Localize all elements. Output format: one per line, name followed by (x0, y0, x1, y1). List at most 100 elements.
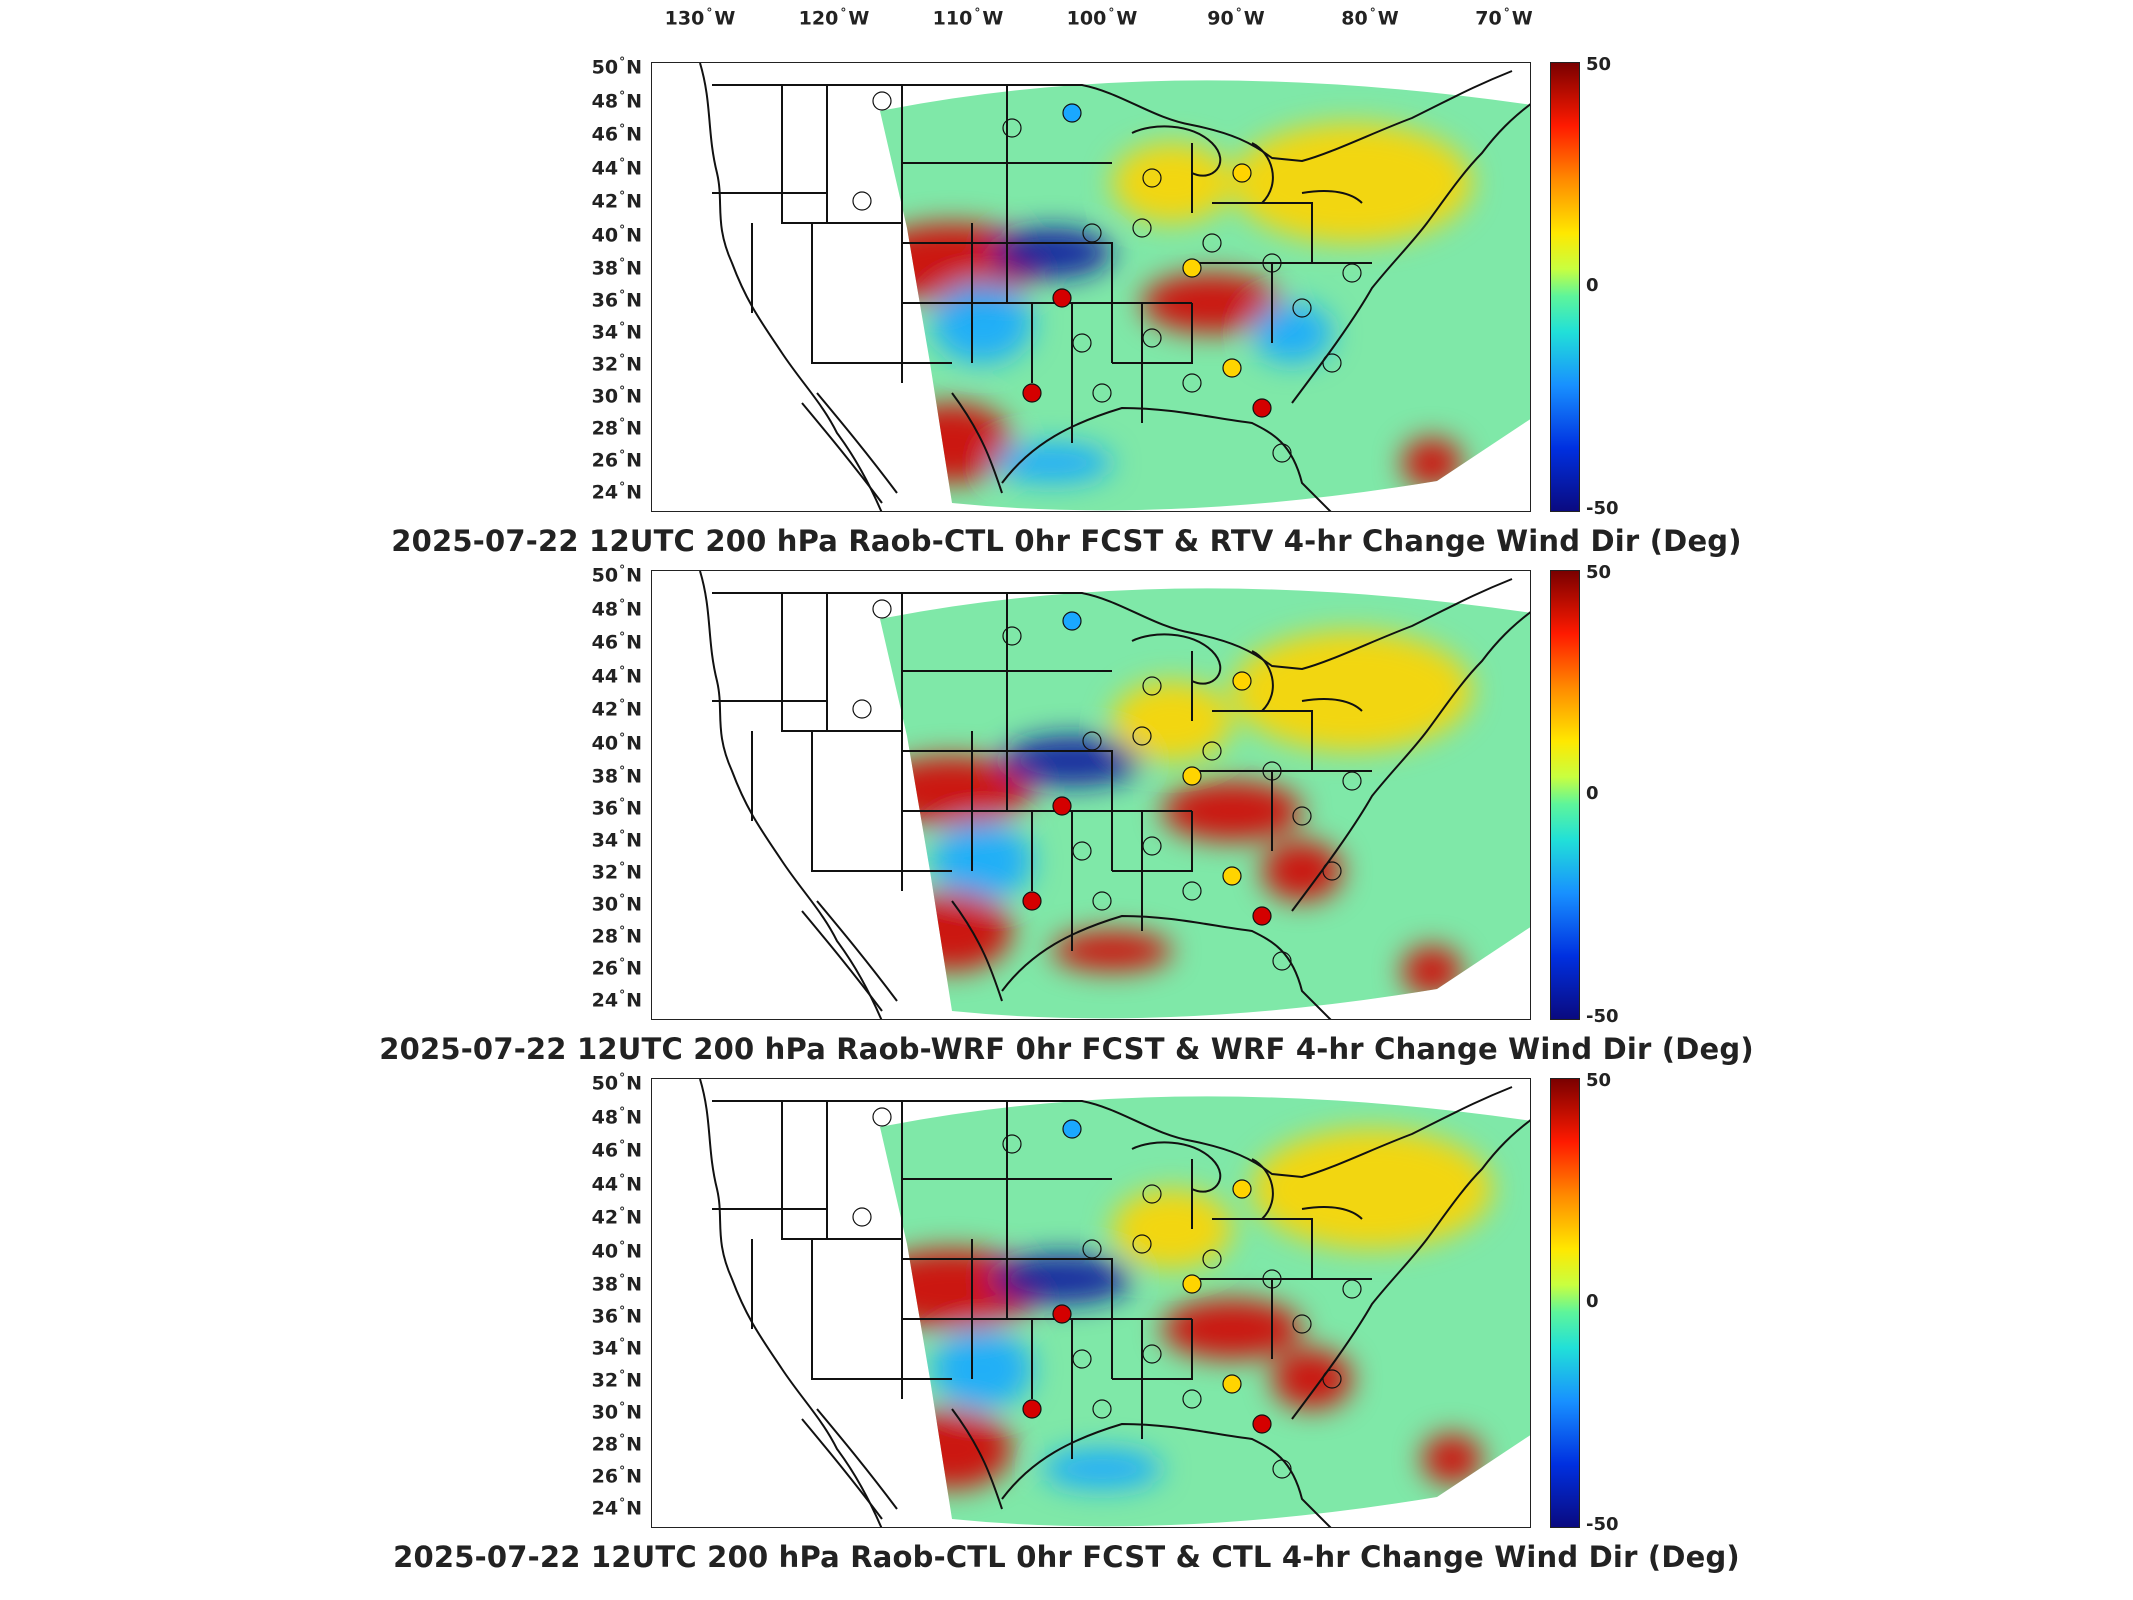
raob-station-marker (1052, 1304, 1072, 1324)
colorbar-zero-label: 0 (1586, 1291, 1599, 1312)
forecast-field (880, 1096, 1530, 1527)
colorbar-zero-label: 0 (1586, 275, 1599, 296)
raob-station-marker (1082, 731, 1102, 751)
longitude-label: 120 ° W (798, 6, 870, 30)
gulf-coast (951, 392, 1332, 511)
latitude-label: 32°N (591, 1368, 642, 1392)
field-anomaly (992, 228, 1112, 278)
raob-station-marker (1182, 1389, 1202, 1409)
field-anomaly (932, 821, 1032, 901)
colorbar-min-label: -50 (1586, 498, 1619, 519)
raob-station-marker (1202, 741, 1222, 761)
colorbar-max-label: 50 (1586, 562, 1612, 583)
raob-station-marker (1092, 1399, 1112, 1419)
latitude-label: 36°N (591, 288, 642, 312)
state-borders (699, 1079, 1530, 1527)
raob-station-marker (1262, 761, 1282, 781)
baja-outline (801, 900, 898, 1012)
raob-station-marker (1222, 1374, 1242, 1394)
field-anomaly (932, 283, 1032, 363)
state-borders (699, 571, 1530, 1019)
raob-station-marker (1142, 836, 1162, 856)
raob-station-marker (1272, 951, 1292, 971)
raob-station-marker (1072, 841, 1092, 861)
latitude-label: 42°N (591, 697, 642, 721)
field-anomaly (1142, 273, 1282, 333)
baja-outline (801, 1408, 898, 1520)
longitude-label: 110 ° W (932, 6, 1004, 30)
latitude-label: 30°N (591, 1400, 642, 1424)
latitude-label: 30°N (591, 384, 642, 408)
latitude-label: 36°N (591, 796, 642, 820)
raob-station-marker (1322, 861, 1342, 881)
raob-station-marker (1082, 223, 1102, 243)
latitude-label: 40°N (591, 1239, 642, 1263)
latitude-label: 50°N (591, 563, 642, 587)
canada-border (712, 1086, 1513, 1179)
raob-station-marker (1262, 1269, 1282, 1289)
colorbar-max-label: 50 (1586, 1070, 1612, 1091)
raob-station-marker (1252, 1414, 1272, 1434)
gulf-coast (951, 1408, 1332, 1527)
colorbar (1550, 1078, 1580, 1528)
field-anomaly (1162, 781, 1302, 841)
raob-station-marker (1342, 1279, 1362, 1299)
latitude-label: 26°N (591, 956, 642, 980)
latitude-label: 42°N (591, 1205, 642, 1229)
field-anomaly (992, 443, 1112, 483)
raob-station-marker (1002, 118, 1022, 138)
forecast-field (880, 80, 1530, 511)
colorbar-min-label: -50 (1586, 1514, 1619, 1535)
raob-station-marker (1092, 891, 1112, 911)
field-anomaly (1422, 1434, 1482, 1484)
field-anomaly (1252, 1129, 1492, 1249)
raob-station-marker (1232, 1179, 1252, 1199)
field-anomaly (1232, 631, 1472, 751)
field-anomaly (892, 891, 1012, 971)
panel-title: 2025-07-22 12UTC 200 hPa Raob-CTL 0hr FC… (391, 524, 1742, 558)
raob-station-marker (1182, 258, 1202, 278)
raob-station-marker (1022, 383, 1042, 403)
wind-direction-map (699, 63, 1530, 511)
great-lakes (1131, 633, 1363, 721)
raob-station-marker (1142, 676, 1162, 696)
latitude-label: 28°N (591, 416, 642, 440)
colorbar-max-label: 50 (1586, 54, 1612, 75)
latitude-label: 34°N (591, 828, 642, 852)
longitude-label: 70 ° W (1475, 6, 1533, 30)
raob-station-marker (1002, 626, 1022, 646)
raob-station-marker (1262, 253, 1282, 273)
latitude-label: 40°N (591, 731, 642, 755)
map-frame (651, 62, 1531, 512)
forecast-field (880, 588, 1530, 1019)
raob-stations (852, 91, 1362, 463)
latitude-label: 26°N (591, 448, 642, 472)
raob-station-marker (1022, 891, 1042, 911)
field-anomaly (1052, 931, 1172, 971)
raob-station-marker (1132, 218, 1152, 238)
field-anomaly (1272, 1349, 1352, 1409)
latitude-label: 38°N (591, 256, 642, 280)
latitude-label: 44°N (591, 1172, 642, 1196)
raob-station-marker (1252, 906, 1272, 926)
field-anomaly (892, 1409, 1012, 1489)
state-lines (712, 85, 1372, 443)
raob-station-marker (1292, 806, 1312, 826)
coastline-west (699, 1079, 883, 1527)
field-anomaly (1112, 1189, 1232, 1269)
canada-border (712, 70, 1513, 163)
field-anomaly (1042, 1449, 1162, 1489)
raob-station-marker (1052, 796, 1072, 816)
field-anomaly (1262, 841, 1342, 901)
baja-outline (801, 392, 898, 504)
raob-station-marker (1142, 328, 1162, 348)
field-anomaly (1162, 1299, 1302, 1359)
raob-station-marker (1342, 263, 1362, 283)
raob-station-marker (1322, 353, 1342, 373)
east-coast (1291, 1119, 1530, 1420)
colorbar (1550, 62, 1580, 512)
latitude-label: 34°N (591, 320, 642, 344)
latitude-label: 24°N (591, 480, 642, 504)
raob-stations (852, 1107, 1362, 1479)
raob-station-marker (1062, 611, 1082, 631)
